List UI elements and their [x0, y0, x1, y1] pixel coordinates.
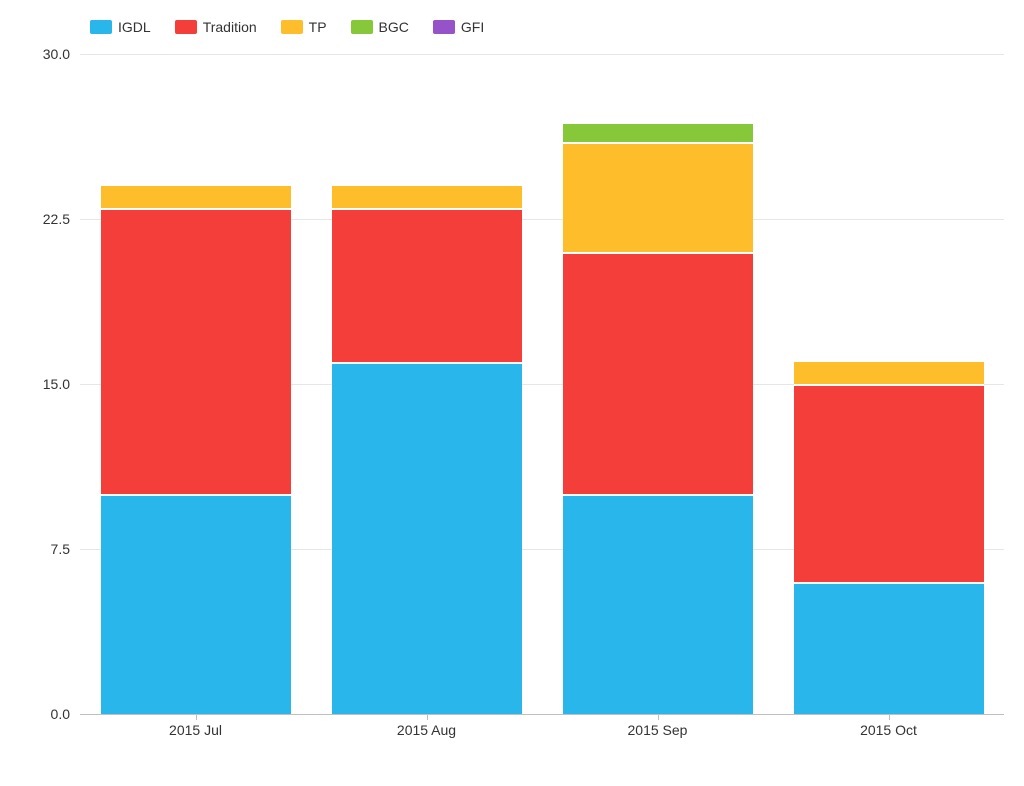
y-axis-tick-label: 7.5	[20, 541, 70, 557]
y-axis-tick-label: 0.0	[20, 706, 70, 722]
legend-item-bgc[interactable]: BGC	[351, 19, 409, 35]
x-axis-category-label: 2015 Jul	[80, 722, 311, 738]
bar-segment[interactable]	[101, 186, 291, 208]
x-axis-category-label: 2015 Sep	[542, 722, 773, 738]
legend-swatch-gfi	[433, 20, 455, 34]
legend-label-bgc: BGC	[379, 19, 409, 35]
x-axis-tick	[427, 714, 428, 720]
x-axis-line	[80, 714, 1004, 715]
bar-segment[interactable]	[563, 142, 753, 252]
bar-segment[interactable]	[332, 208, 522, 362]
x-axis-category-label: 2015 Aug	[311, 722, 542, 738]
bar-segment[interactable]	[332, 362, 522, 714]
legend-item-tp[interactable]: TP	[281, 19, 327, 35]
x-axis-category-label: 2015 Oct	[773, 722, 1004, 738]
x-axis-labels: 2015 Jul2015 Aug2015 Sep2015 Oct	[80, 722, 1004, 738]
legend-item-igdl[interactable]: IGDL	[90, 19, 151, 35]
legend-swatch-tp	[281, 20, 303, 34]
y-axis-tick-label: 15.0	[20, 376, 70, 392]
legend-swatch-bgc	[351, 20, 373, 34]
legend-swatch-tradition	[175, 20, 197, 34]
legend-label-tradition: Tradition	[203, 19, 257, 35]
y-axis-tick-label: 30.0	[20, 46, 70, 62]
bar-group	[563, 124, 753, 714]
bars-container	[80, 54, 1004, 714]
x-axis-tick	[658, 714, 659, 720]
bar-segment[interactable]	[563, 494, 753, 714]
legend-label-tp: TP	[309, 19, 327, 35]
legend-label-igdl: IGDL	[118, 19, 151, 35]
bar-group	[101, 186, 291, 714]
bar-segment[interactable]	[794, 362, 984, 384]
legend: IGDL Tradition TP BGC GFI	[20, 10, 1004, 40]
bar-segment[interactable]	[794, 582, 984, 714]
x-axis-tick	[889, 714, 890, 720]
y-axis-tick-label: 22.5	[20, 211, 70, 227]
legend-item-gfi[interactable]: GFI	[433, 19, 484, 35]
bar-segment[interactable]	[101, 208, 291, 494]
legend-item-tradition[interactable]: Tradition	[175, 19, 257, 35]
legend-label-gfi: GFI	[461, 19, 484, 35]
legend-swatch-igdl	[90, 20, 112, 34]
plot-area: 0.07.515.022.530.0	[80, 54, 1004, 714]
bar-segment[interactable]	[101, 494, 291, 714]
bar-segment[interactable]	[794, 384, 984, 582]
bar-group	[332, 186, 522, 714]
chart-container: IGDL Tradition TP BGC GFI 0.07.515.022.5…	[20, 10, 1004, 776]
bar-segment[interactable]	[332, 186, 522, 208]
x-axis-tick	[196, 714, 197, 720]
bar-segment[interactable]	[563, 252, 753, 494]
bar-segment[interactable]	[563, 124, 753, 142]
bar-group	[794, 362, 984, 714]
